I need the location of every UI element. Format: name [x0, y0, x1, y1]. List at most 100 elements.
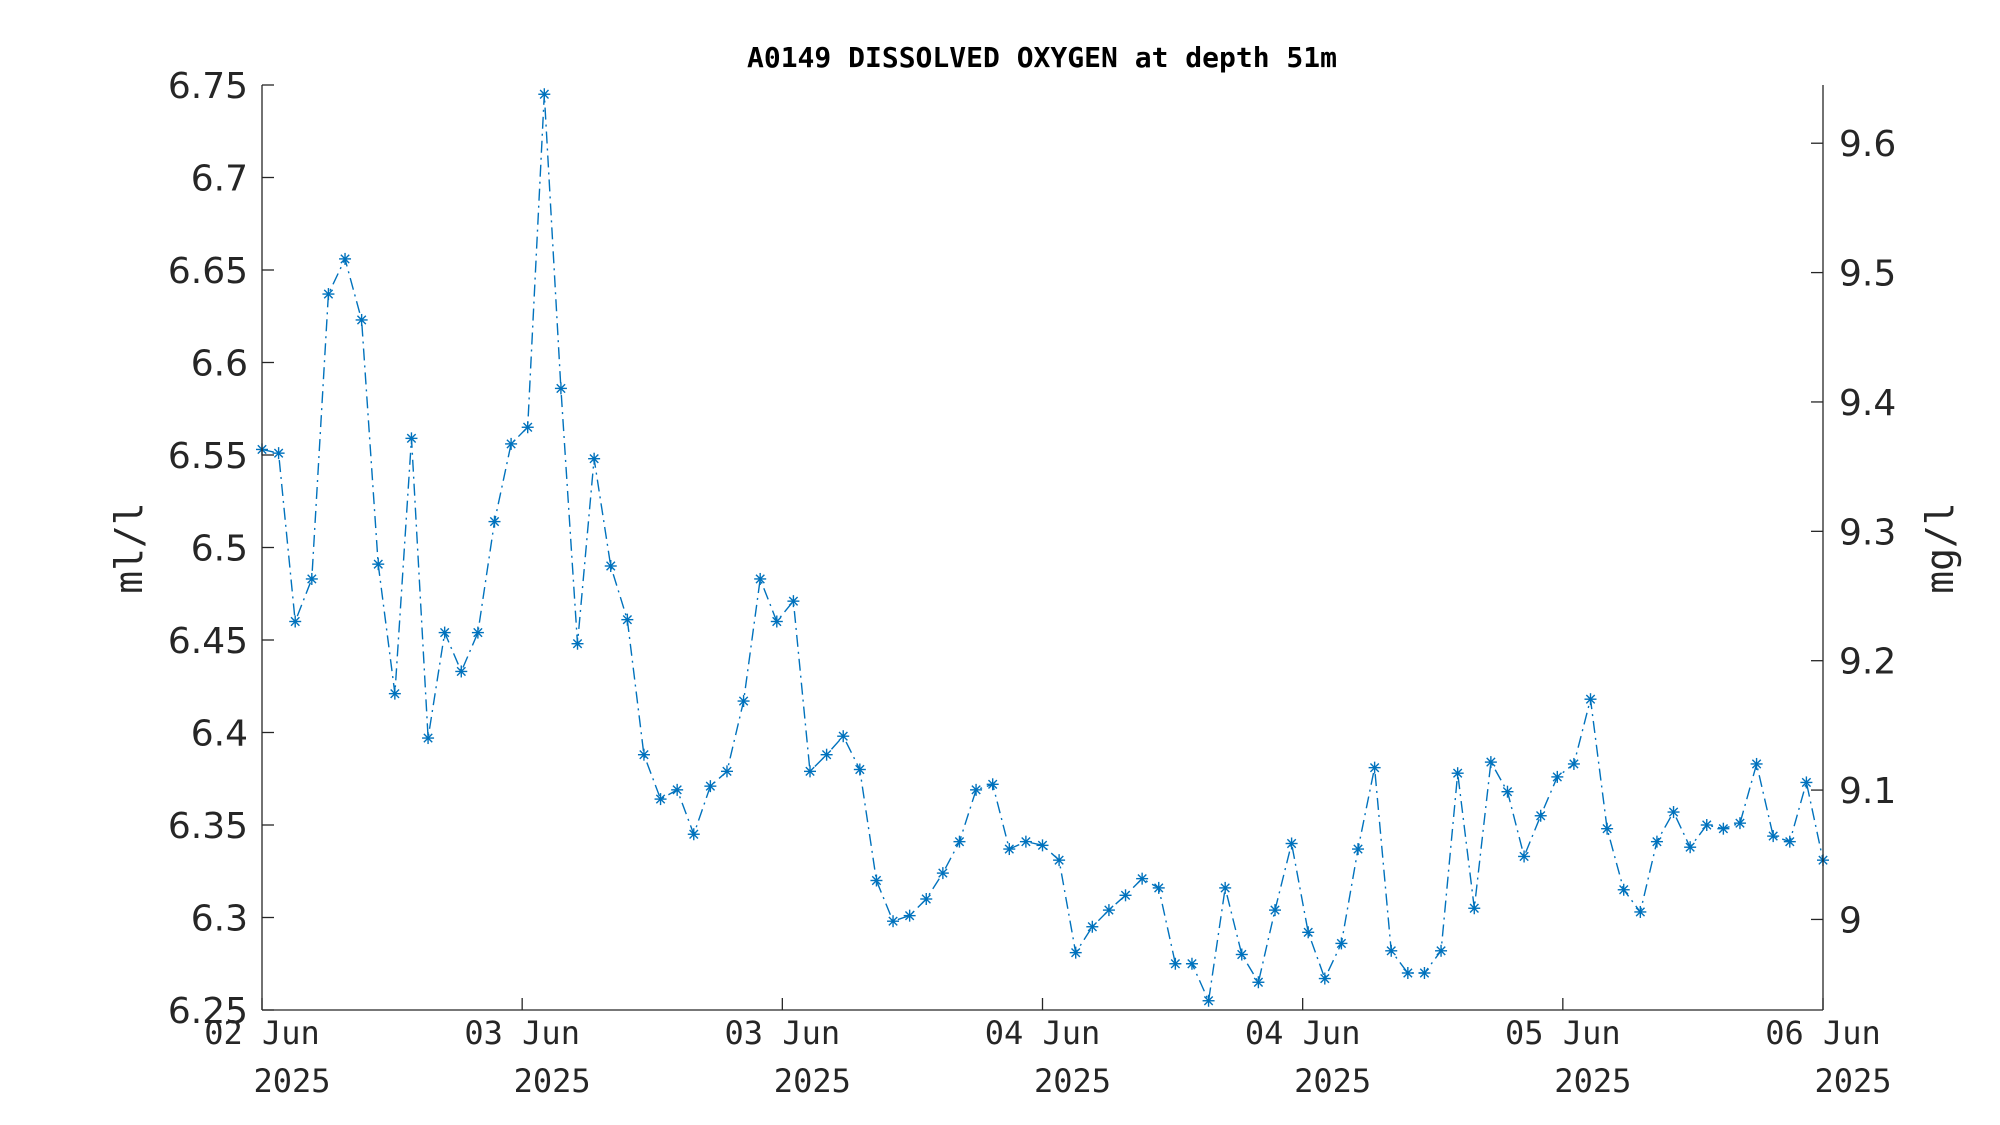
left-tick-label: 6.7 — [191, 159, 248, 200]
left-y-ticks: 6.25 6.3 6.35 6.4 6.45 6.5 6.55 6.6 6.65 6.7 6.75 — [168, 66, 274, 1032]
data-point — [687, 828, 700, 841]
data-point — [754, 572, 767, 585]
data-point — [787, 595, 800, 608]
data-point — [1252, 976, 1265, 989]
data-point — [305, 572, 318, 585]
x-tick-label-year: 2025 — [1554, 1062, 1631, 1100]
left-tick-label: 6.6 — [191, 344, 248, 385]
x-tick-label-day: 05 Jun — [1505, 1014, 1621, 1052]
axes — [261, 85, 1824, 1011]
left-tick-label: 6.45 — [168, 621, 248, 662]
x-tick-label-year: 2025 — [774, 1062, 851, 1100]
data-point — [538, 88, 551, 101]
right-y-ticks: 9 9.1 9.2 9.3 9.4 9.5 9.6 — [1811, 124, 1896, 941]
data-point — [936, 867, 949, 880]
data-point — [1053, 854, 1066, 867]
data-point — [1567, 757, 1580, 770]
x-tick-label-year: 2025 — [514, 1062, 591, 1100]
data-point — [1119, 889, 1132, 902]
data-point — [1767, 830, 1780, 843]
left-tick-label: 6.3 — [191, 899, 248, 940]
plot-area — [256, 88, 1829, 1007]
data-point — [637, 748, 650, 761]
data-point — [1219, 881, 1232, 894]
data-point — [1185, 957, 1198, 970]
x-tick-label-year: 2025 — [1034, 1062, 1111, 1100]
data-point — [1285, 837, 1298, 850]
x-tick-label-day: 02 Jun — [204, 1014, 320, 1052]
x-tick-label-year: 2025 — [1814, 1062, 1891, 1100]
y-axis-label-right: mg/l — [1918, 502, 1962, 594]
x-ticks: 02 Jun 2025 03 Jun 2025 03 Jun 2025 04 Jun 2025… — [204, 998, 1892, 1100]
data-point — [1268, 904, 1281, 917]
chart-title: A0149 DISSOLVED OXYGEN at depth 51m — [747, 41, 1337, 74]
left-tick-label: 6.75 — [168, 66, 248, 107]
right-tick-label: 9.6 — [1839, 124, 1896, 165]
x-tick-label-day: 06 Jun — [1765, 1014, 1881, 1052]
data-point — [1451, 767, 1464, 780]
right-tick-label: 9.5 — [1839, 254, 1896, 295]
data-point — [322, 288, 335, 301]
data-point — [521, 421, 534, 434]
data-point — [704, 780, 717, 793]
data-point — [1468, 902, 1481, 915]
data-point — [1733, 817, 1746, 830]
data-point — [1152, 881, 1165, 894]
data-point — [1136, 872, 1149, 885]
x-tick-label-day: 04 Jun — [985, 1014, 1101, 1052]
data-point — [1401, 967, 1414, 979]
right-tick-label: 9.4 — [1839, 383, 1896, 424]
data-point — [455, 665, 468, 678]
data-point — [1650, 835, 1663, 848]
data-point — [903, 909, 916, 922]
x-tick-label-day: 04 Jun — [1245, 1014, 1361, 1052]
right-tick-label: 9.1 — [1839, 771, 1896, 812]
data-point — [1003, 843, 1016, 856]
left-tick-label: 6.55 — [168, 436, 248, 477]
data-point — [720, 765, 733, 778]
data-point — [1385, 944, 1398, 957]
data-point — [372, 558, 385, 571]
left-tick-label: 6.65 — [168, 251, 248, 292]
left-tick-label: 6.35 — [168, 806, 248, 847]
data-point — [887, 915, 900, 928]
data-point — [1202, 994, 1215, 1007]
data-point — [654, 793, 667, 806]
data-point — [471, 626, 484, 639]
data-point — [1717, 822, 1730, 835]
data-point — [1584, 693, 1597, 706]
data-point — [1534, 809, 1547, 822]
data-point — [488, 515, 501, 528]
data-point — [870, 874, 883, 887]
data-point — [1518, 850, 1531, 863]
data-point — [1335, 937, 1348, 950]
data-point — [1036, 839, 1049, 852]
left-tick-label: 6.4 — [191, 714, 248, 755]
series-line — [261, 94, 1824, 1004]
data-point — [355, 313, 368, 326]
data-point — [920, 893, 933, 905]
data-point — [289, 615, 302, 628]
data-point — [388, 687, 401, 700]
x-tick-label-year: 2025 — [253, 1062, 330, 1100]
y-axis-label-left: ml/l — [107, 502, 151, 594]
data-point — [588, 452, 601, 465]
data-point — [1601, 822, 1614, 835]
right-tick-label: 9.2 — [1839, 642, 1896, 683]
data-point — [1235, 948, 1248, 961]
data-point — [571, 637, 584, 650]
data-point — [1019, 835, 1032, 848]
data-point — [1086, 920, 1099, 933]
data-point — [1302, 926, 1315, 939]
data-point — [1484, 756, 1497, 769]
data-point — [770, 615, 783, 628]
x-tick-label-day: 03 Jun — [464, 1014, 580, 1052]
x-tick-label-day: 03 Jun — [725, 1014, 841, 1052]
data-point — [1700, 819, 1713, 831]
data-point — [1418, 967, 1431, 979]
data-point — [737, 695, 750, 708]
data-point — [1667, 806, 1680, 819]
data-point — [1551, 770, 1564, 783]
right-tick-label: 9.3 — [1839, 512, 1896, 553]
